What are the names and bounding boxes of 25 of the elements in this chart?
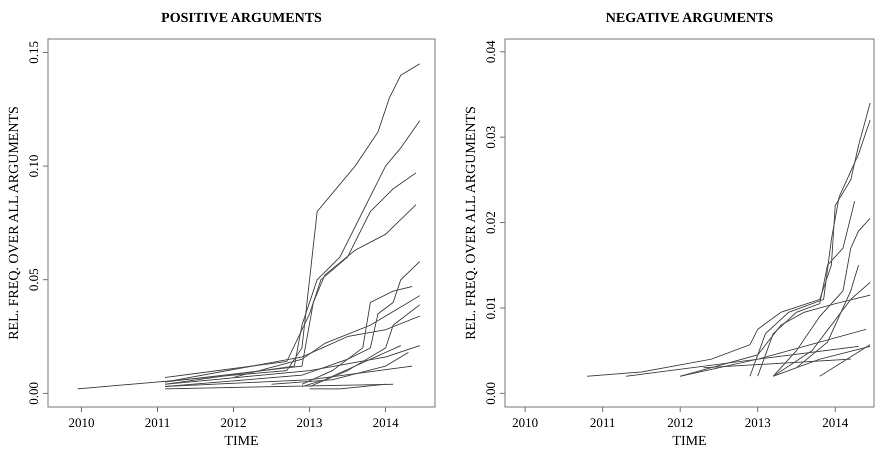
y-tick-label: 0.04 [483,40,498,64]
x-tick-label: 2014 [372,415,400,430]
x-tick-label: 2013 [296,415,323,430]
x-tick-label: 2012 [667,415,694,430]
y-tick-label: 0.05 [26,268,41,292]
x-tick-label: 2011 [590,415,616,430]
y-tick-label: 0.00 [483,382,498,405]
x-tick-label: 2014 [822,415,849,430]
y-tick-label: 0.15 [26,41,41,64]
y-tick-label: 0.10 [26,154,41,178]
y-tick-label: 0.03 [483,126,498,149]
x-tick-label: 2013 [744,415,771,430]
y-tick-label: 0.00 [26,382,41,405]
y-tick-label: 0.02 [483,211,498,234]
y-axis-title: REL. FREQ. OVER ALL ARGUMENTS [7,106,22,340]
x-tick-label: 2010 [68,415,94,430]
x-axis-title: TIME [224,434,259,449]
y-tick-label: 0.01 [483,296,498,320]
x-tick-label: 2011 [144,415,170,430]
x-tick-label: 2010 [512,415,538,430]
y-axis-title: REL. FREQ. OVER ALL ARGUMENTS [464,106,479,340]
chart-title: NEGATIVE ARGUMENTS [606,11,774,26]
chart-title: POSITIVE ARGUMENTS [161,11,322,26]
x-tick-label: 2012 [220,415,247,430]
x-axis-title: TIME [672,434,707,449]
